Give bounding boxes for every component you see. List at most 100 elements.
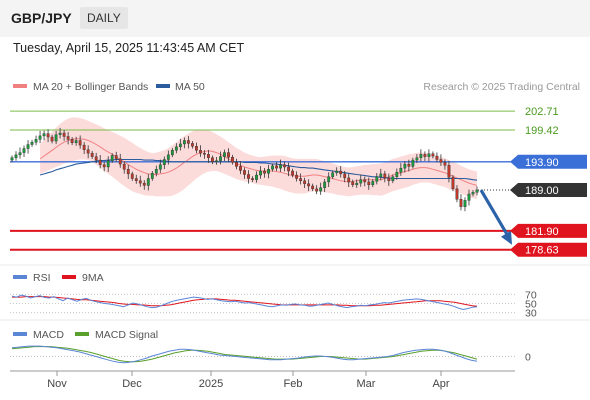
- candle-body: [18, 152, 22, 156]
- candle-body: [307, 183, 311, 187]
- legend-swatch-ma50: [156, 84, 170, 88]
- legend-label-ma20: MA 20 + Bollinger Bands: [33, 81, 148, 93]
- candle-body: [174, 146, 178, 151]
- candle-body: [351, 181, 355, 186]
- rsi-level-label: 50: [525, 299, 537, 311]
- candle-body: [158, 164, 162, 170]
- candle-body: [375, 176, 379, 182]
- legend-label-macd: MACD: [33, 329, 64, 341]
- candle-body: [203, 152, 206, 155]
- candle-body: [215, 160, 218, 162]
- candle-body: [66, 136, 70, 140]
- candle-body: [391, 176, 395, 182]
- candle-body: [267, 169, 270, 174]
- candle-body: [347, 177, 351, 183]
- support-label: 181.90: [525, 226, 559, 238]
- candle-body: [411, 159, 415, 167]
- candle-body: [443, 162, 447, 166]
- candle-body: [339, 170, 343, 175]
- candle-body: [231, 156, 234, 163]
- candle-body: [463, 200, 467, 207]
- rsi-line: [11, 294, 478, 311]
- rsi-level-label: 30: [525, 308, 537, 320]
- candle-body: [379, 173, 383, 177]
- candle-body: [106, 160, 110, 168]
- candle-body: [223, 152, 226, 157]
- candle-body: [383, 173, 387, 179]
- candle-body: [130, 173, 134, 179]
- candle-body: [14, 154, 18, 158]
- forecast-arrow-shaft: [479, 189, 511, 239]
- main-legend: MA 20 + Bollinger Bands MA 50: [13, 81, 205, 93]
- candle-body: [74, 140, 78, 143]
- candle-body: [343, 173, 347, 179]
- legend-swatch-rsi-ma: [62, 275, 76, 279]
- support-label-bg: [510, 223, 587, 238]
- x-tick-label: Feb: [284, 378, 303, 390]
- candle-body: [22, 148, 26, 153]
- period-badge[interactable]: DAILY: [80, 7, 128, 29]
- candle-body: [471, 192, 475, 195]
- legend-swatch-macd-signal: [75, 332, 89, 336]
- candle-body: [82, 144, 86, 150]
- candle-body: [207, 154, 210, 158]
- candle-body: [455, 188, 459, 200]
- candle-body: [170, 150, 174, 156]
- candle-body: [291, 170, 295, 176]
- candle-body: [162, 159, 166, 165]
- candle-body: [211, 157, 214, 163]
- candle-body: [54, 134, 58, 142]
- candle-body: [295, 174, 299, 179]
- candle-body: [459, 199, 463, 207]
- candle-body: [327, 176, 331, 183]
- candle-body: [311, 185, 315, 190]
- candle-body: [30, 142, 34, 145]
- candle-body: [299, 178, 303, 182]
- legend-swatch-ma20: [13, 84, 27, 88]
- candle-body: [150, 173, 154, 179]
- macd-layer: 0: [10, 345, 531, 364]
- resistance-label: 199.42: [525, 125, 559, 137]
- candle-body: [467, 193, 471, 201]
- candle-body: [78, 140, 82, 146]
- candle-body: [355, 182, 359, 186]
- candle-body: [315, 188, 319, 192]
- resistance-label: 202.71: [525, 106, 559, 118]
- candle-body: [435, 155, 439, 160]
- candle-body: [178, 143, 182, 148]
- candle-body: [146, 178, 150, 186]
- candle-body: [154, 169, 158, 174]
- candle-body: [134, 178, 138, 182]
- current-price-label: 189.00: [525, 185, 559, 197]
- candle-body: [235, 162, 238, 167]
- candle-body: [102, 164, 106, 168]
- candle-body: [247, 174, 250, 179]
- macd-level-label: 0: [525, 352, 531, 364]
- candle-body: [90, 152, 94, 157]
- candle-body: [271, 165, 274, 170]
- credit-label: Research © 2025 Trading Central: [423, 81, 580, 93]
- candle-body: [255, 174, 258, 180]
- levels-layer: [10, 110, 515, 251]
- support-label: 178.63: [525, 245, 559, 257]
- candle-body: [62, 132, 66, 137]
- candle-body: [70, 139, 74, 143]
- candle-body: [419, 154, 423, 158]
- candle-body: [259, 170, 262, 176]
- candle-body: [138, 180, 142, 184]
- x-tick-label: Nov: [47, 378, 67, 390]
- candle-body: [371, 181, 375, 186]
- rsi-ma-line: [12, 296, 478, 307]
- candle-body: [399, 167, 403, 173]
- legend-swatch-rsi: [13, 275, 27, 279]
- candle-body: [94, 156, 98, 161]
- symbol-title: GBP/JPY: [11, 10, 72, 26]
- candle-body: [199, 150, 202, 154]
- candle-body: [415, 157, 419, 161]
- candle-body: [363, 179, 367, 183]
- current-price-label-bg: [510, 183, 587, 198]
- candle-body: [142, 182, 146, 186]
- candle-body: [38, 135, 42, 140]
